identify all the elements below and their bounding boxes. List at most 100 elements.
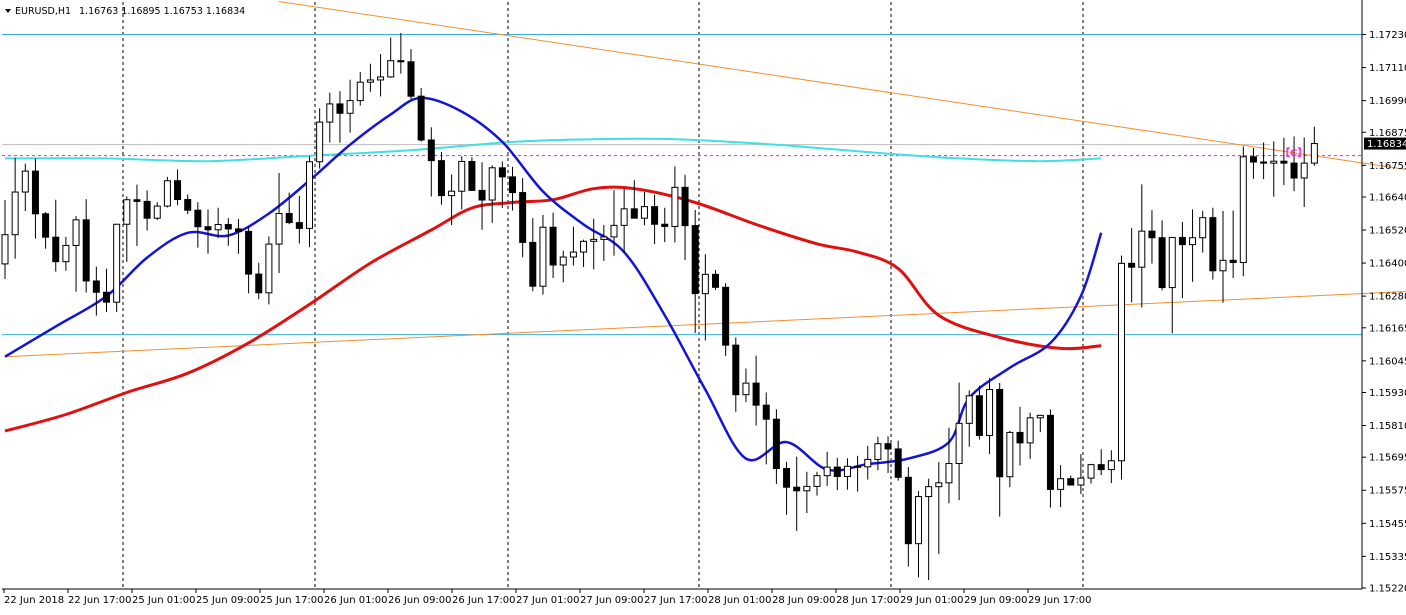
candle bbox=[42, 212, 50, 249]
candle-body bbox=[306, 161, 313, 229]
candle-body bbox=[143, 200, 151, 219]
x-tick-label: 26 Jun 01:00 bbox=[324, 595, 388, 606]
candle bbox=[275, 173, 283, 273]
candles-layer bbox=[1, 32, 1318, 581]
candle bbox=[437, 151, 445, 205]
candle-body bbox=[133, 199, 141, 202]
candle bbox=[712, 269, 719, 291]
candle-body bbox=[681, 186, 689, 227]
candle-body bbox=[488, 167, 496, 201]
candle bbox=[549, 212, 557, 278]
candle-body bbox=[712, 273, 719, 288]
candle bbox=[1239, 146, 1247, 277]
candle-body bbox=[1300, 162, 1308, 179]
candle bbox=[681, 174, 689, 261]
y-tick-label: 1.16755 bbox=[1369, 161, 1406, 172]
candle-body bbox=[813, 475, 821, 487]
candle bbox=[904, 467, 912, 567]
candle-body bbox=[82, 219, 90, 282]
candle-body bbox=[377, 76, 385, 81]
candle-body bbox=[1107, 460, 1115, 471]
candle-body bbox=[275, 213, 283, 245]
candle-body bbox=[640, 206, 648, 219]
candle bbox=[894, 440, 902, 481]
candle-body bbox=[691, 225, 699, 295]
candle bbox=[955, 382, 963, 501]
candle bbox=[1016, 406, 1024, 466]
candle bbox=[1310, 126, 1318, 166]
x-tick-label: 28 Jun 17:00 bbox=[836, 595, 900, 606]
candle bbox=[427, 127, 435, 197]
candle bbox=[366, 63, 374, 92]
candle bbox=[1219, 211, 1227, 303]
candle-body bbox=[1310, 143, 1318, 164]
candle bbox=[214, 207, 222, 239]
candle bbox=[123, 196, 131, 262]
candle bbox=[1178, 222, 1186, 299]
candle-body bbox=[843, 465, 851, 477]
candle-body bbox=[498, 167, 506, 178]
candle bbox=[478, 162, 486, 230]
candle bbox=[620, 188, 628, 253]
candle-body bbox=[1189, 237, 1197, 246]
triangle-down-icon[interactable] bbox=[5, 9, 11, 13]
candle bbox=[742, 368, 750, 403]
candle-body bbox=[874, 443, 882, 460]
candle bbox=[306, 156, 313, 248]
candle-body bbox=[732, 344, 740, 396]
candle bbox=[133, 184, 141, 246]
candle bbox=[234, 219, 242, 254]
y-tick-label: 1.16990 bbox=[1369, 96, 1406, 107]
candle-body bbox=[407, 61, 415, 97]
candle bbox=[1026, 412, 1034, 459]
candle bbox=[925, 478, 933, 581]
candle bbox=[1138, 184, 1146, 308]
candle bbox=[823, 451, 831, 486]
candle bbox=[143, 190, 151, 231]
candle-body bbox=[1199, 217, 1207, 239]
ohlc-readout: 1.16763 1.16895 1.16753 1.16834 bbox=[79, 6, 245, 17]
y-tick-label: 1.15455 bbox=[1369, 519, 1406, 530]
candle-body bbox=[11, 191, 19, 236]
x-tick-label: 29 Jun 09:00 bbox=[964, 595, 1028, 606]
x-tick-label: 29 Jun 01:00 bbox=[900, 595, 964, 606]
candle-body bbox=[234, 228, 242, 232]
candle bbox=[468, 157, 476, 191]
candle-body bbox=[864, 458, 872, 468]
candle-body bbox=[1077, 477, 1085, 486]
candle-body bbox=[1148, 230, 1156, 239]
y-tick-label: 1.15335 bbox=[1369, 552, 1406, 563]
candle-body bbox=[214, 224, 222, 231]
candle bbox=[1077, 454, 1085, 495]
candle-body bbox=[1, 234, 9, 265]
candle-body bbox=[793, 486, 801, 492]
candle bbox=[1097, 449, 1105, 476]
candle bbox=[509, 166, 516, 211]
candle-body bbox=[935, 482, 943, 488]
candle-body bbox=[559, 256, 567, 266]
grid-layer bbox=[122, 2, 1084, 589]
candle bbox=[1036, 414, 1044, 433]
candle-body bbox=[1168, 236, 1176, 289]
candle bbox=[1249, 147, 1257, 179]
candle bbox=[1270, 141, 1278, 197]
candle-body bbox=[1158, 237, 1166, 289]
candle-body bbox=[336, 103, 344, 114]
candle bbox=[336, 91, 344, 143]
candle bbox=[62, 236, 70, 271]
candle-body bbox=[894, 448, 902, 478]
candle bbox=[1158, 220, 1166, 291]
candle-body bbox=[204, 226, 212, 231]
candle-body bbox=[326, 103, 334, 123]
candle bbox=[326, 92, 334, 143]
candle-body bbox=[1178, 236, 1186, 246]
candle bbox=[1006, 430, 1014, 488]
candle-body bbox=[803, 485, 811, 492]
candle-body bbox=[468, 160, 476, 191]
candle-body bbox=[580, 240, 588, 253]
candle bbox=[285, 192, 293, 225]
candle bbox=[1148, 210, 1156, 264]
candle bbox=[671, 166, 679, 243]
